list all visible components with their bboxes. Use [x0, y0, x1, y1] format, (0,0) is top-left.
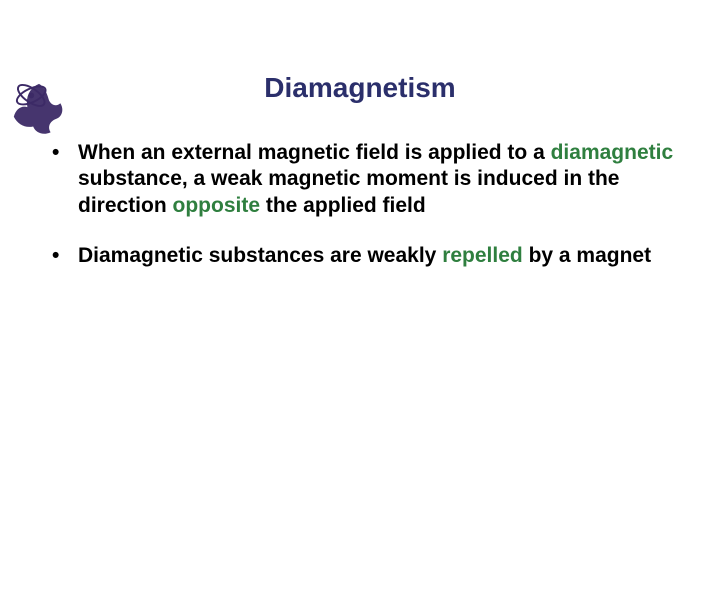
highlight-text: diamagnetic [551, 141, 674, 164]
highlight-text: repelled [442, 244, 523, 267]
slide: Diamagnetism When an external magnetic f… [0, 72, 720, 612]
body-text: by a magnet [523, 244, 651, 267]
slide-title: Diamagnetism [0, 72, 720, 104]
body-text: Diamagnetic substances are weakly [78, 244, 442, 267]
body-text: the applied field [260, 194, 426, 217]
bullet-item: Diamagnetic substances are weakly repell… [52, 243, 680, 269]
bullet-list: When an external magnetic field is appli… [52, 140, 680, 269]
body-text: When an external magnetic field is appli… [78, 141, 551, 164]
logo-icon [8, 78, 70, 140]
bullet-item: When an external magnetic field is appli… [52, 140, 680, 219]
highlight-text: opposite [173, 194, 261, 217]
